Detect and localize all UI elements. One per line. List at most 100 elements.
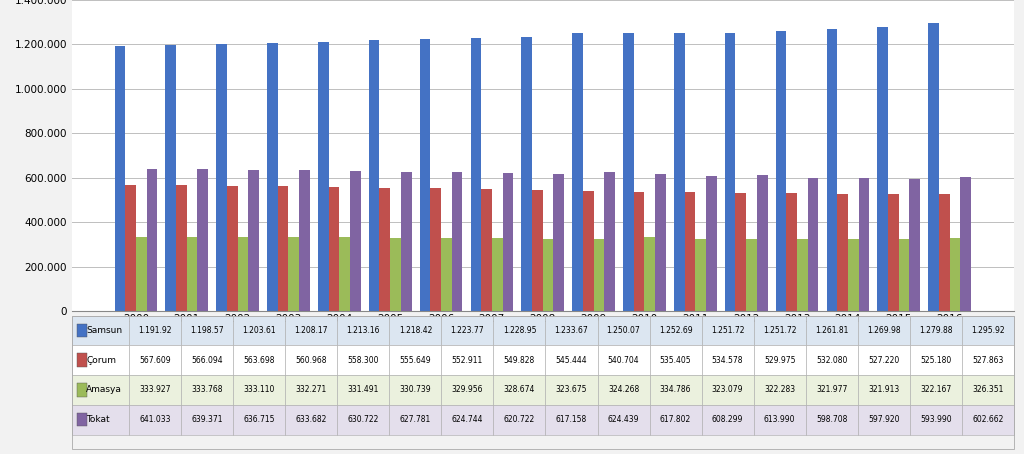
- Text: 560.968: 560.968: [296, 355, 327, 365]
- Text: 593.990: 593.990: [920, 415, 951, 424]
- Text: 566.094: 566.094: [191, 355, 223, 365]
- Bar: [604, 172, 615, 311]
- Text: 552.911: 552.911: [452, 355, 483, 365]
- Text: 1.228.95: 1.228.95: [503, 326, 537, 335]
- Text: 1.251.72: 1.251.72: [763, 326, 797, 335]
- Text: 624.744: 624.744: [452, 415, 483, 424]
- Bar: [227, 186, 238, 311]
- Text: 1.223.77: 1.223.77: [451, 326, 484, 335]
- Bar: [826, 29, 838, 311]
- Text: 525.180: 525.180: [921, 355, 951, 365]
- Bar: [521, 37, 532, 311]
- Bar: [278, 187, 289, 311]
- Bar: [848, 239, 858, 311]
- Text: 333.110: 333.110: [244, 385, 275, 395]
- Bar: [267, 43, 278, 311]
- Bar: [797, 239, 808, 311]
- Text: 527.863: 527.863: [972, 355, 1004, 365]
- Text: Samsun: Samsun: [86, 326, 122, 335]
- Bar: [685, 192, 695, 311]
- Text: 545.444: 545.444: [556, 355, 588, 365]
- Text: 321.913: 321.913: [868, 385, 899, 395]
- Text: 1.198.57: 1.198.57: [190, 326, 224, 335]
- Text: 1.233.67: 1.233.67: [555, 326, 589, 335]
- Bar: [125, 185, 136, 311]
- Text: 636.715: 636.715: [244, 415, 275, 424]
- Text: 326.351: 326.351: [972, 385, 1004, 395]
- Bar: [532, 190, 543, 311]
- Bar: [400, 172, 412, 311]
- Text: 620.722: 620.722: [504, 415, 536, 424]
- Bar: [543, 239, 553, 311]
- Bar: [165, 45, 176, 311]
- Bar: [735, 193, 746, 311]
- Text: 1.261.81: 1.261.81: [815, 326, 848, 335]
- Bar: [146, 168, 158, 311]
- Text: 598.708: 598.708: [816, 415, 847, 424]
- Text: 617.158: 617.158: [556, 415, 587, 424]
- Bar: [369, 40, 380, 311]
- Text: 624.439: 624.439: [608, 415, 639, 424]
- Bar: [899, 239, 909, 311]
- Bar: [695, 239, 706, 311]
- Bar: [553, 174, 564, 311]
- Text: 532.080: 532.080: [816, 355, 847, 365]
- Text: 617.802: 617.802: [659, 415, 691, 424]
- Bar: [289, 237, 299, 311]
- Text: 333.768: 333.768: [191, 385, 223, 395]
- Bar: [299, 170, 310, 311]
- Bar: [350, 171, 360, 311]
- Bar: [390, 237, 400, 311]
- Bar: [858, 178, 869, 311]
- Text: 1.218.42: 1.218.42: [398, 326, 432, 335]
- Text: 330.739: 330.739: [399, 385, 431, 395]
- Text: 322.283: 322.283: [764, 385, 796, 395]
- Bar: [674, 33, 685, 311]
- Bar: [248, 169, 259, 311]
- Text: 323.079: 323.079: [712, 385, 743, 395]
- Text: 1.203.61: 1.203.61: [243, 326, 276, 335]
- Bar: [115, 46, 125, 311]
- Text: Amasya: Amasya: [86, 385, 122, 395]
- Bar: [757, 175, 768, 311]
- Bar: [492, 238, 503, 311]
- Bar: [808, 178, 818, 311]
- Text: 329.956: 329.956: [452, 385, 483, 395]
- Bar: [644, 237, 655, 311]
- Bar: [329, 187, 339, 311]
- Text: 534.578: 534.578: [712, 355, 743, 365]
- Bar: [961, 177, 971, 311]
- Text: 602.662: 602.662: [972, 415, 1004, 424]
- Text: 322.167: 322.167: [921, 385, 951, 395]
- Text: 555.649: 555.649: [399, 355, 431, 365]
- Bar: [746, 239, 757, 311]
- Text: 324.268: 324.268: [608, 385, 639, 395]
- Bar: [339, 237, 350, 311]
- Text: 608.299: 608.299: [712, 415, 743, 424]
- Text: 527.220: 527.220: [868, 355, 899, 365]
- Text: 1.213.16: 1.213.16: [347, 326, 380, 335]
- Bar: [420, 39, 430, 311]
- Bar: [481, 189, 492, 311]
- Text: 1.295.92: 1.295.92: [971, 326, 1005, 335]
- Text: 331.491: 331.491: [348, 385, 379, 395]
- Bar: [909, 179, 921, 311]
- Text: 639.371: 639.371: [191, 415, 223, 424]
- Bar: [838, 194, 848, 311]
- Bar: [594, 239, 604, 311]
- Text: 332.271: 332.271: [296, 385, 327, 395]
- Bar: [775, 31, 786, 311]
- Text: 563.698: 563.698: [244, 355, 275, 365]
- Text: 1.250.07: 1.250.07: [606, 326, 640, 335]
- Text: Çorum: Çorum: [86, 355, 116, 365]
- Bar: [949, 238, 961, 311]
- Text: 549.828: 549.828: [504, 355, 536, 365]
- Text: 334.786: 334.786: [659, 385, 691, 395]
- Bar: [176, 185, 186, 311]
- Text: 321.977: 321.977: [816, 385, 847, 395]
- Text: 1.252.69: 1.252.69: [658, 326, 692, 335]
- Bar: [928, 23, 939, 311]
- Text: 558.300: 558.300: [347, 355, 379, 365]
- Text: 1.208.17: 1.208.17: [295, 326, 328, 335]
- Bar: [655, 174, 666, 311]
